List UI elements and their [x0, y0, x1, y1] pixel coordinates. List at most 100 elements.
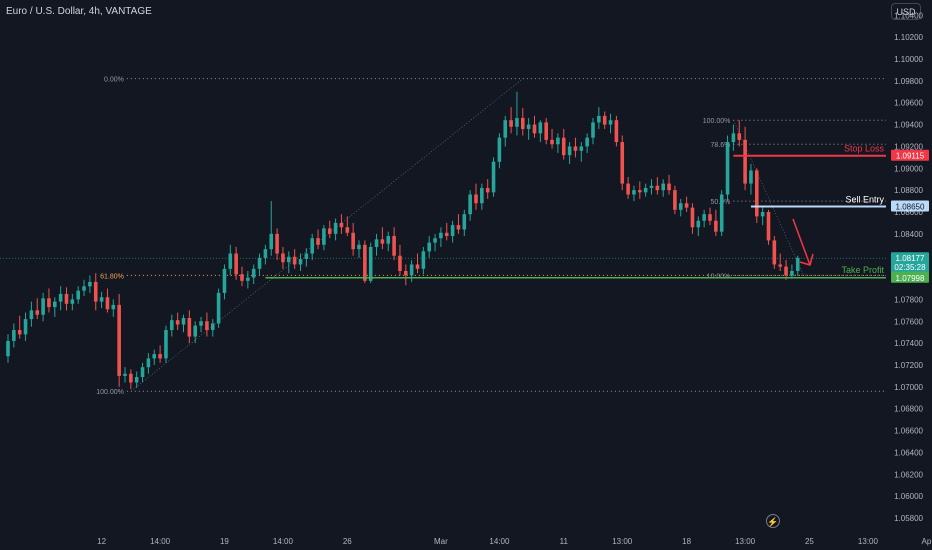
candle-body	[134, 377, 139, 383]
candle-body	[88, 281, 92, 287]
candle-body	[550, 139, 554, 145]
candle-body	[433, 238, 437, 243]
candle-body	[275, 233, 279, 254]
candle-body	[667, 183, 671, 191]
candle-body	[415, 264, 420, 269]
fib2-trend-line	[733, 120, 804, 276]
candle-body	[304, 253, 309, 259]
fib2-level-label: 78.6%	[711, 142, 731, 149]
take-profit-label: Take Profit	[841, 265, 884, 275]
candle-body	[351, 232, 355, 250]
y-tick-label: 1.09000	[894, 164, 923, 173]
y-tick-label: 1.09600	[894, 99, 923, 108]
fib-trend-line	[130, 78, 523, 392]
candle-body	[58, 293, 63, 302]
candle-body	[620, 142, 625, 184]
candle-body	[199, 321, 203, 326]
candle-body	[702, 214, 706, 221]
candle-body	[790, 271, 794, 276]
candle-body	[210, 323, 215, 331]
candle-body	[526, 124, 531, 129]
candle-body	[193, 325, 197, 337]
candle-body	[673, 190, 677, 210]
candle-body	[450, 225, 455, 237]
candle-body	[240, 274, 244, 281]
candle-body	[638, 190, 642, 193]
candle-body	[386, 236, 391, 244]
candle-body	[608, 120, 613, 125]
candle-body	[327, 228, 332, 234]
candle-body	[690, 207, 695, 228]
y-tick-label: 1.08600	[894, 208, 923, 217]
candle-body	[322, 228, 326, 245]
candle-body	[374, 239, 379, 247]
candle-body	[398, 255, 402, 272]
candle-body	[579, 146, 584, 151]
candle-body	[719, 194, 724, 232]
x-tick-label: 18	[682, 537, 691, 546]
candle-body	[368, 246, 373, 281]
candle-body	[766, 212, 771, 241]
candle-body	[292, 256, 297, 265]
candle-body	[567, 146, 572, 156]
fib2-level-label: 100.00%	[703, 118, 731, 125]
candle-body	[795, 257, 800, 272]
candle-body	[456, 225, 461, 230]
current-price-badge: 1.08177	[896, 254, 925, 263]
candle-body	[474, 194, 478, 204]
y-tick-label: 1.06400	[894, 448, 923, 457]
y-tick-label: 1.08400	[894, 230, 923, 239]
candle-body	[784, 266, 788, 276]
y-tick-label: 1.07000	[894, 383, 923, 392]
candle-body	[76, 290, 80, 300]
currency-button[interactable]: USD	[891, 3, 921, 20]
candle-body	[29, 310, 34, 320]
candle-body	[731, 133, 736, 143]
lightning-icon[interactable]: ⚡	[766, 514, 780, 528]
x-tick-label: 13:00	[858, 537, 879, 546]
y-tick-label: 1.10200	[894, 33, 923, 42]
candle-body	[649, 185, 654, 188]
candle-body	[614, 120, 619, 143]
candle-body	[23, 319, 28, 335]
candle-body	[439, 232, 443, 239]
candle-body	[468, 194, 472, 215]
candle-body	[597, 115, 601, 123]
fib2-level-label: 10.00%	[707, 273, 731, 280]
candle-body	[491, 161, 496, 193]
candle-body	[164, 330, 168, 359]
candle-body	[602, 115, 607, 125]
y-tick-label: 1.06600	[894, 427, 923, 436]
candle-body	[661, 183, 665, 191]
candle-body	[111, 304, 116, 310]
down-arrow	[792, 218, 814, 266]
x-tick-label: 19	[220, 537, 229, 546]
candle-body	[333, 222, 338, 234]
candle-body	[714, 220, 718, 232]
candle-body	[485, 187, 490, 193]
candle-body	[263, 249, 268, 258]
x-tick-label: 26	[343, 537, 352, 546]
candle-body	[573, 146, 578, 151]
candle-body	[421, 251, 426, 269]
x-tick-label: 25	[805, 537, 814, 546]
take-profit-badge-bg	[891, 271, 929, 283]
fib-level-label: 61.80%	[100, 273, 124, 280]
sell-entry-badge-bg	[891, 200, 929, 212]
candle-body	[561, 137, 566, 156]
candle-body	[6, 340, 10, 357]
candle-body	[140, 367, 145, 378]
candle-body	[509, 120, 513, 127]
candle-body	[251, 268, 256, 278]
x-tick-label: 14:00	[150, 537, 171, 546]
y-tick-label: 1.06000	[894, 492, 923, 501]
candle-body	[755, 170, 759, 217]
candle-body	[521, 118, 525, 129]
candle-body	[532, 124, 537, 134]
candle-body	[497, 137, 502, 162]
candle-body	[632, 190, 636, 195]
y-tick-label: 1.06800	[894, 405, 923, 414]
candle-body	[310, 238, 314, 254]
candle-body	[181, 318, 186, 325]
